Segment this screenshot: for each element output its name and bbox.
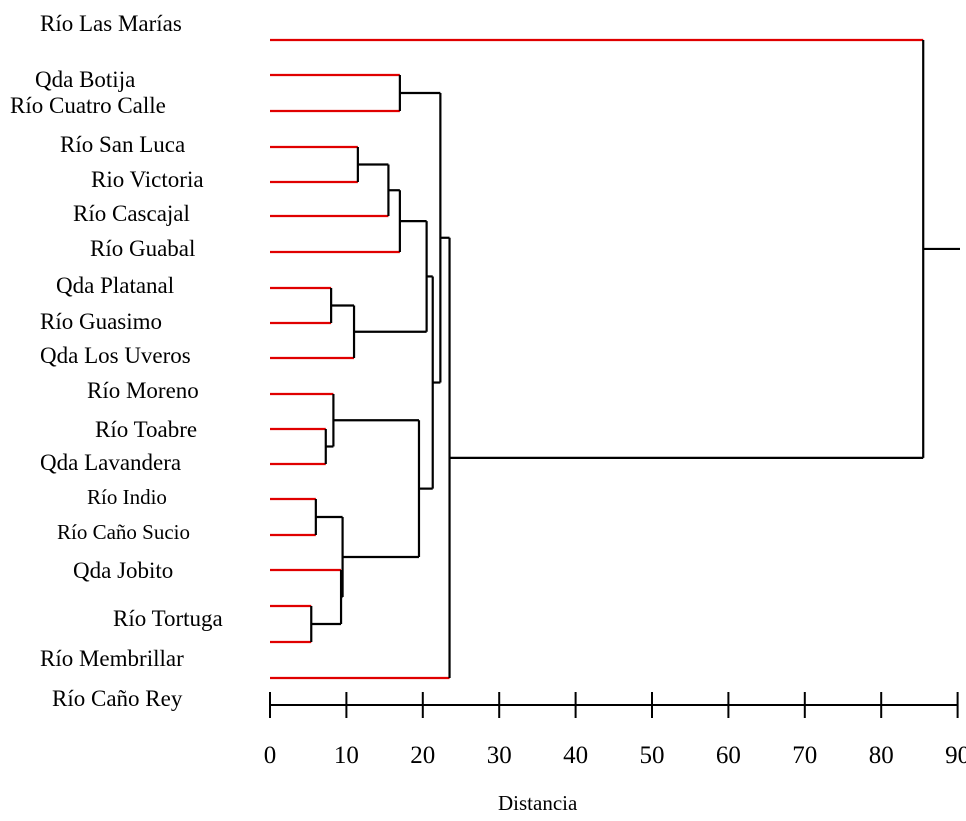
leaf-label-cascajal: Río Cascajal [73, 201, 190, 226]
axis-ticks: 0 10 20 30 40 50 60 70 80 90 [264, 692, 966, 769]
leaf-label-toabre: Río Toabre [95, 417, 197, 442]
axis-tick-label: 40 [563, 742, 588, 769]
leaf-label-cuatro-calle: Río Cuatro Calle [10, 93, 166, 118]
branches [270, 38, 960, 680]
axis-tick-label: 20 [410, 742, 435, 769]
leaf-label-guasimo: Río Guasimo [40, 309, 162, 334]
leaf-label-tortuga: Río Tortuga [113, 606, 223, 631]
axis-tick-label: 0 [264, 742, 277, 769]
leaf-label-moreno: Río Moreno [87, 378, 199, 403]
leaf-label-victoria: Rio Victoria [91, 167, 204, 192]
axis-tick-label: 90 [945, 742, 966, 769]
leaf-label-lavandera: Qda Lavandera [40, 450, 181, 475]
axis-tick-label: 70 [792, 742, 817, 769]
leaf-label-botija: Qda Botija [35, 67, 135, 92]
leaf-label-jobito: Qda Jobito [73, 558, 173, 583]
axis-tick-label: 10 [334, 742, 359, 769]
leaf-label-membrillar: Río Membrillar [40, 646, 184, 671]
leaf-label-san-luca: Río San Luca [60, 132, 185, 157]
distance-axis: 0 10 20 30 40 50 60 70 80 90 Distancia [264, 692, 966, 815]
leaf-label-guabal: Río Guabal [90, 236, 195, 261]
leaf-label-los-uveros: Qda Los Uveros [40, 343, 191, 368]
leaf-label-platanal: Qda Platanal [56, 273, 174, 298]
axis-tick-label: 30 [487, 742, 512, 769]
leaf-label-cano-rey: Río Caño Rey [52, 686, 183, 711]
axis-tick-label: 50 [640, 742, 665, 769]
axis-tick-label: 80 [869, 742, 894, 769]
leaf-labels: Río Las Marías Qda Botija Río Cuatro Cal… [10, 11, 223, 711]
leaf-label-indio: Río Indio [87, 485, 167, 509]
leaf-label-cano-sucio: Río Caño Sucio [57, 520, 190, 544]
axis-tick-label: 60 [716, 742, 741, 769]
axis-title: Distancia [498, 791, 578, 815]
leaf-label-las-marias: Río Las Marías [40, 11, 182, 36]
